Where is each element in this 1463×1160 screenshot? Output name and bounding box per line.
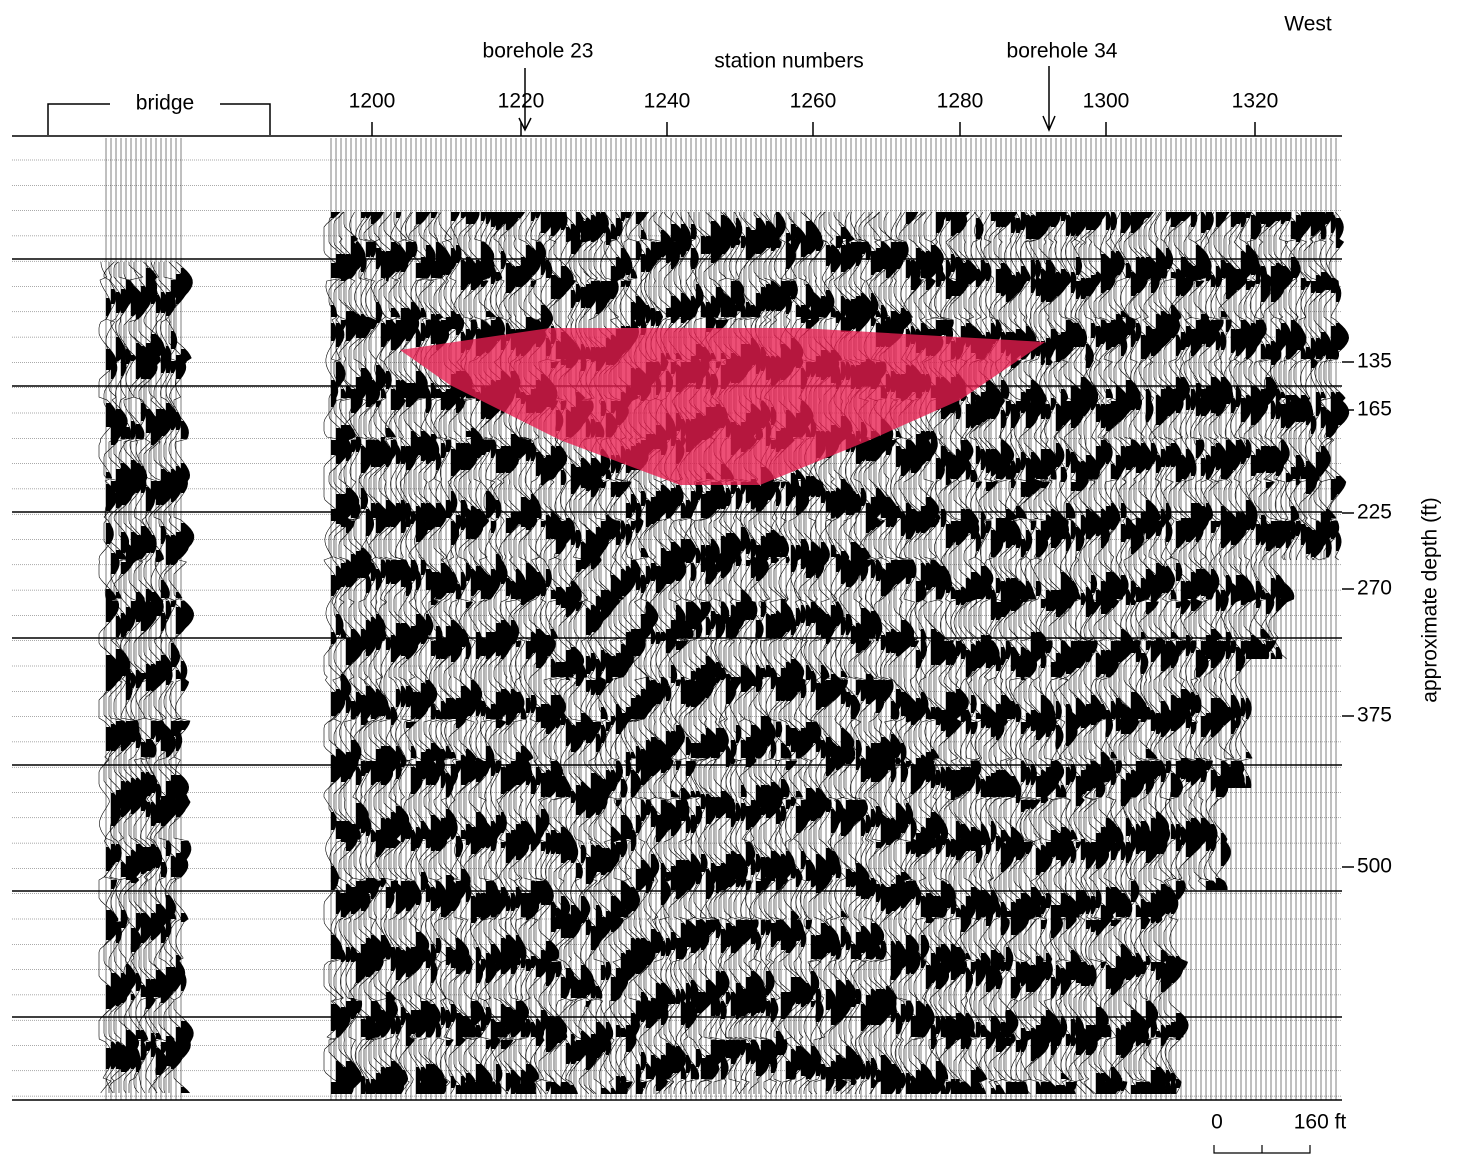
station-label: 1200 xyxy=(349,90,396,113)
trace-fill xyxy=(1231,212,1244,782)
depth-label: 270 xyxy=(1357,577,1392,600)
trace-fill xyxy=(1326,212,1339,557)
station-label: 1300 xyxy=(1083,90,1130,113)
trace-fill xyxy=(1316,212,1329,548)
depth-label: 135 xyxy=(1357,350,1392,373)
station-label: 1220 xyxy=(498,90,545,113)
depth-label: 165 xyxy=(1357,398,1392,421)
scale-bar xyxy=(1214,1145,1310,1153)
station-label: 1240 xyxy=(644,90,691,113)
borehole-label: borehole 23 xyxy=(483,40,594,63)
scale-label: 0 xyxy=(1211,1111,1223,1134)
depth-label: 225 xyxy=(1357,501,1392,524)
trace-wiggle xyxy=(1199,212,1219,890)
seismic-figure: bridge West borehole 23 station numbers … xyxy=(0,0,1463,1160)
axis-title: station numbers xyxy=(714,50,863,73)
seismic-traces xyxy=(12,138,1349,1100)
station-label: 1260 xyxy=(790,90,837,113)
borehole-arrow xyxy=(1043,66,1055,130)
scale-label: 160 ft xyxy=(1294,1111,1347,1134)
station-label: 1320 xyxy=(1232,90,1279,113)
west-label: West xyxy=(1284,13,1332,36)
trace-fill xyxy=(1336,218,1349,551)
axis-title: approximate depth (ft) xyxy=(1419,497,1442,702)
borehole-label: borehole 34 xyxy=(1007,40,1118,63)
station-label: 1280 xyxy=(937,90,984,113)
depth-label: 500 xyxy=(1357,855,1392,878)
bridge-label: bridge xyxy=(136,92,194,115)
depth-label: 375 xyxy=(1357,704,1392,727)
